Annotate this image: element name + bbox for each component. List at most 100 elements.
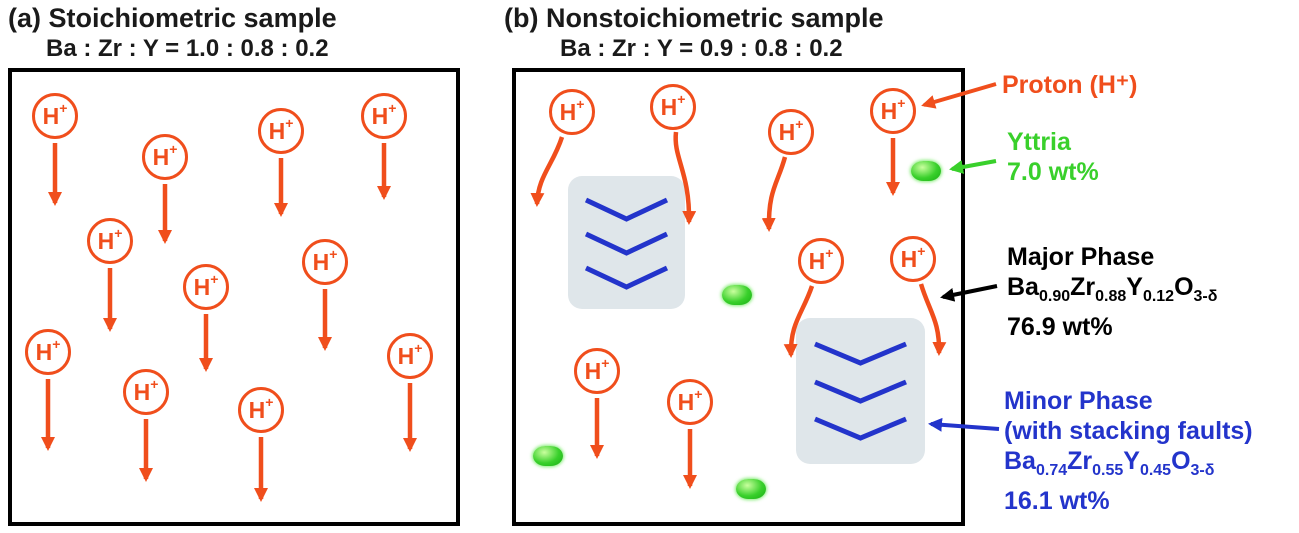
proton-symbol: H + [142,134,188,180]
proton-symbol: H + [258,108,304,154]
proton-charge: + [825,245,834,261]
proton-charge: + [329,246,338,262]
formula-part: 3-δ [1193,288,1218,305]
proton-symbol: H + [238,387,284,433]
yttria-particle [736,479,766,499]
panel-b-ratio: Ba : Zr : Y = 0.9 : 0.8 : 0.2 [560,35,843,62]
proton-charge: + [677,91,686,107]
proton-charge: + [414,340,423,356]
panel-b-title: (b) Nonstoichiometric sample [504,3,884,33]
proton-symbol: H + [361,93,407,139]
formula-part: Y [1123,447,1140,475]
chevron-line [814,341,907,366]
proton-base: H [42,102,60,129]
proton-charge: + [114,225,123,241]
proton-base: H [268,117,286,144]
proton-charge: + [795,116,804,132]
panel-a-box [8,68,460,526]
proton-charge: + [285,115,294,131]
yttria-particle [722,285,752,305]
yttria-particle [911,161,941,181]
proton-base: H [778,118,796,145]
proton-symbol: H + [123,369,169,415]
proton-base: H [152,143,170,170]
proton-charge: + [388,100,397,116]
proton-symbol: H + [650,84,696,130]
formula-part: Ba [1004,447,1036,475]
formula-part: 0.74 [1035,462,1068,479]
stacking-fault-chevrons [814,341,907,441]
chevron-line [814,416,907,441]
major-phase-formula: Ba0.90Zr0.88Y0.12O3-δ [1007,272,1217,312]
formula-part: O [1174,273,1194,301]
proton-symbol: H + [87,218,133,264]
chevron-line [584,265,669,290]
proton-symbol: H + [667,379,713,425]
proton-base: H [97,227,115,254]
legend-minor-phase: Minor Phase (with stacking faults) Ba0.7… [1004,386,1253,516]
formula-part: Y [1126,273,1143,301]
proton-symbol: H + [183,264,229,310]
formula-part: O [1171,447,1191,475]
proton-charge: + [601,355,610,371]
proton-base: H [880,97,898,124]
proton-charge: + [52,336,61,352]
major-phase-amount: 76.9 wt% [1007,313,1113,341]
minor-phase-amount: 16.1 wt% [1004,487,1110,515]
stacking-fault-region [568,176,685,309]
proton-base: H [900,245,918,272]
stacking-fault-region [796,318,925,464]
proton-charge: + [576,96,585,112]
proton-charge: + [169,141,178,157]
proton-symbol: H + [798,238,844,284]
legend-proton-label: Proton (H⁺) [1002,71,1138,99]
proton-symbol: H + [302,239,348,285]
proton-base: H [660,93,678,120]
yttria-amount: 7.0 wt% [1007,158,1099,186]
proton-charge: + [150,376,159,392]
proton-symbol: H + [387,333,433,379]
proton-symbol: H + [32,93,78,139]
chevron-line [584,231,669,256]
proton-base: H [808,247,826,274]
proton-base: H [371,102,389,129]
formula-part: Zr [1067,447,1093,475]
minor-phase-name: Minor Phase [1004,387,1153,415]
major-phase-name: Major Phase [1007,243,1155,271]
proton-base: H [312,248,330,275]
proton-base: H [35,338,53,365]
proton-base: H [677,388,695,415]
proton-charge: + [265,394,274,410]
formula-part: Ba [1007,273,1039,301]
chevron-line [584,197,669,222]
proton-charge: + [210,271,219,287]
proton-charge: + [59,100,68,116]
formula-part: 0.12 [1142,288,1175,305]
yttria-name: Yttria [1007,128,1071,156]
yttria-particle [533,446,563,466]
formula-part: 0.88 [1095,288,1127,305]
legend-yttria: Yttria 7.0 wt% [1007,127,1099,187]
proton-base: H [397,342,415,369]
formula-part: 0.90 [1038,288,1071,305]
proton-symbol: H + [890,236,936,282]
proton-symbol: H + [549,89,595,135]
proton-symbol: H + [870,88,916,134]
formula-part: 3-δ [1190,462,1215,479]
proton-base: H [133,378,151,405]
formula-part: 0.55 [1092,462,1124,479]
proton-symbol: H + [25,329,71,375]
proton-symbol: H + [574,348,620,394]
proton-symbol: H + [768,109,814,155]
proton-base: H [248,396,266,423]
legend-major-phase: Major Phase Ba0.90Zr0.88Y0.12O3-δ 76.9 w… [1007,242,1217,342]
proton-base: H [193,273,211,300]
proton-charge: + [917,243,926,259]
minor-phase-qualifier: (with stacking faults) [1004,417,1253,445]
panel-a-title: (a) Stoichiometric sample [8,3,337,33]
stacking-fault-chevrons [584,197,669,290]
chevron-line [814,379,907,404]
formula-part: Zr [1070,273,1096,301]
proton-base: H [584,357,602,384]
proton-charge: + [897,95,906,111]
